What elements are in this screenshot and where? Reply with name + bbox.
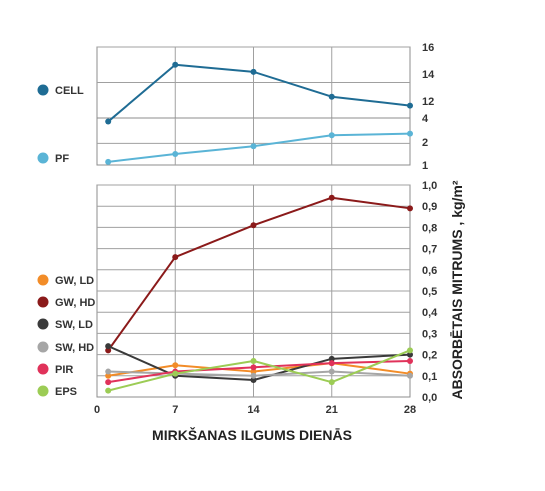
data-point-gw-hd bbox=[407, 205, 413, 212]
data-point-gw-ld bbox=[172, 362, 179, 369]
data-point-cell bbox=[328, 93, 335, 100]
y-tick-label: 0,8 bbox=[422, 222, 437, 234]
data-point-eps bbox=[328, 379, 335, 386]
data-point-sw-ld bbox=[328, 355, 335, 362]
data-point-sw-hd bbox=[250, 372, 257, 379]
series-line-cell bbox=[107, 63, 411, 123]
x-tick-label: 0 bbox=[94, 404, 100, 416]
x-tick-label: 21 bbox=[326, 404, 338, 416]
legend-label-eps: EPS bbox=[55, 386, 77, 398]
data-point-eps bbox=[250, 357, 257, 364]
y-tick-label: 0,2 bbox=[422, 350, 437, 362]
x-axis-label: MIRKŠANAS ILGUMS DIENĀS bbox=[152, 426, 352, 443]
y-tick-label: 2 bbox=[422, 137, 428, 149]
y-tick-label: 0,3 bbox=[422, 328, 437, 340]
y-tick-label: 14 bbox=[422, 69, 435, 81]
data-point-gw-hd bbox=[172, 254, 179, 261]
data-point-gw-ld bbox=[105, 372, 112, 379]
series-line-pf bbox=[108, 132, 411, 163]
data-point-sw-hd bbox=[407, 372, 413, 379]
data-point-sw-ld bbox=[407, 351, 413, 358]
legend-marker-sw-hd bbox=[37, 341, 49, 353]
data-point-gw-hd bbox=[250, 222, 257, 229]
legend-label-pf: PF bbox=[55, 153, 69, 165]
y-tick-label: 0,0 bbox=[422, 392, 437, 404]
data-point-sw-hd bbox=[328, 368, 335, 375]
legend-label-gw-ld: GW, LD bbox=[55, 275, 94, 287]
legend-label-pir: PIR bbox=[55, 364, 73, 376]
data-point-cell bbox=[250, 68, 257, 75]
legend-label-sw-hd: SW, HD bbox=[55, 342, 94, 354]
data-point-sw-ld bbox=[105, 343, 112, 350]
data-point-eps bbox=[407, 347, 413, 354]
legend-marker-eps bbox=[37, 385, 49, 397]
legend: CELL PF GW, LD GW, HD SW, LD SW, HD PIR EPS bbox=[37, 84, 95, 398]
data-point-cell bbox=[105, 118, 112, 125]
legend-label-cell: CELL bbox=[55, 85, 84, 97]
data-point-gw-hd bbox=[328, 194, 335, 201]
x-tick-label: 14 bbox=[247, 404, 260, 416]
data-point-pir bbox=[407, 357, 413, 364]
tick-label-layer: 1214161240,00,10,20,30,40,50,60,70,80,91… bbox=[94, 42, 438, 416]
legend-marker-sw-ld bbox=[37, 318, 49, 330]
data-point-pir bbox=[250, 364, 257, 371]
data-point-cell bbox=[172, 61, 179, 68]
data-point-eps bbox=[105, 387, 112, 394]
data-point-pf bbox=[250, 143, 257, 150]
legend-marker-gw-hd bbox=[37, 296, 49, 308]
legend-marker-cell bbox=[37, 84, 49, 96]
data-point-pf bbox=[407, 130, 413, 137]
y-tick-label: 0,1 bbox=[422, 371, 437, 383]
data-point-sw-hd bbox=[105, 368, 112, 375]
y-tick-label: 4 bbox=[422, 113, 429, 125]
data-point-gw-hd bbox=[105, 347, 112, 354]
y-tick-label: 16 bbox=[422, 42, 434, 54]
y-tick-label: 0,4 bbox=[422, 307, 438, 319]
legend-label-sw-ld: SW, LD bbox=[55, 319, 93, 331]
data-point-sw-ld bbox=[250, 377, 257, 384]
series-line-gw-hd bbox=[107, 196, 411, 351]
data-point-gw-ld bbox=[250, 368, 257, 375]
x-tick-label: 7 bbox=[172, 404, 178, 416]
series-layer bbox=[105, 61, 413, 394]
x-tick-label: 28 bbox=[404, 404, 416, 416]
legend-marker-pf bbox=[37, 152, 49, 164]
data-point-pf bbox=[328, 132, 335, 139]
legend-label-gw-hd: GW, HD bbox=[55, 297, 95, 309]
legend-marker-gw-ld bbox=[37, 274, 49, 286]
data-point-eps bbox=[172, 370, 179, 377]
y-tick-label: 0,5 bbox=[422, 286, 437, 298]
data-point-pir bbox=[105, 379, 112, 386]
data-point-pf bbox=[105, 158, 112, 165]
y-tick-label: 12 bbox=[422, 96, 434, 108]
y-tick-label: 0,7 bbox=[422, 244, 437, 256]
y-tick-label: 0,6 bbox=[422, 265, 437, 277]
y-tick-label: 1 bbox=[422, 160, 428, 172]
legend-marker-pir bbox=[37, 363, 49, 375]
y-tick-label: 0,9 bbox=[422, 201, 437, 213]
data-point-cell bbox=[407, 102, 413, 109]
data-point-pir bbox=[328, 360, 335, 367]
y-tick-label: 1,0 bbox=[422, 180, 437, 192]
y-axis-label: ABSORBĒTAIS MITRUMS , kg/m² bbox=[449, 180, 465, 399]
data-point-pf bbox=[172, 151, 179, 158]
